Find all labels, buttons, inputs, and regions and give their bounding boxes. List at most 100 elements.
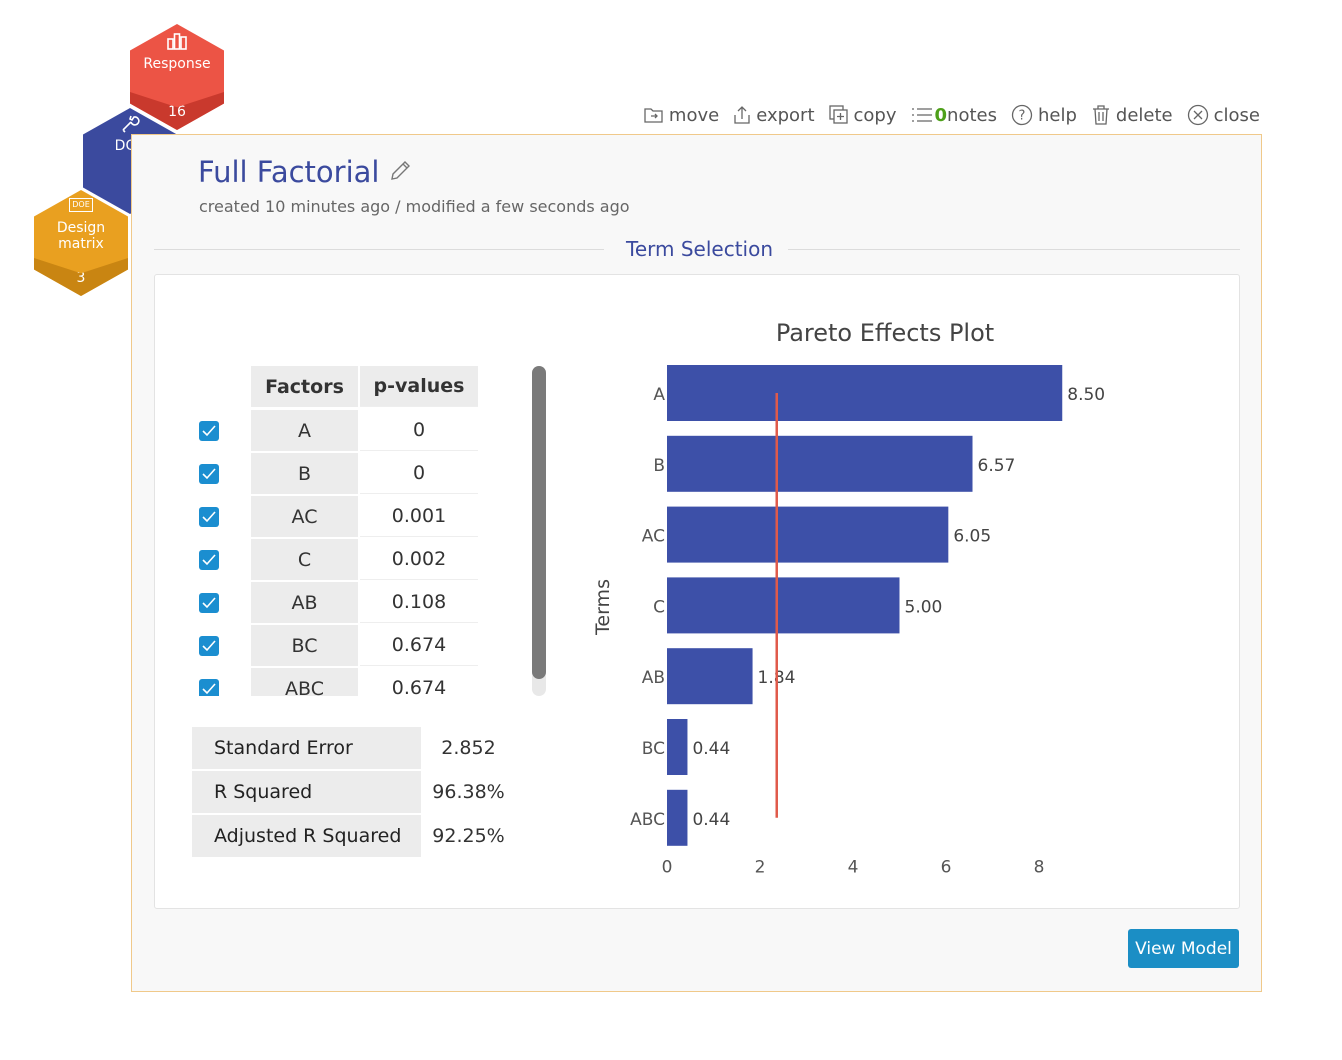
category-label: B: [653, 456, 665, 476]
row-checkbox[interactable]: [199, 636, 219, 656]
table-scrollbar[interactable]: [532, 366, 546, 696]
factor-cell: B: [251, 453, 358, 494]
move-button[interactable]: move: [644, 104, 719, 126]
category-label: BC: [642, 739, 665, 759]
bar-chart-icon: [130, 32, 224, 50]
pvalue-cell: 0.108: [360, 582, 478, 623]
move-label: move: [668, 104, 720, 126]
bar: [667, 648, 753, 705]
x-tick-label: 2: [755, 858, 766, 878]
divider-left: [154, 249, 604, 250]
factor-cell: BC: [251, 625, 358, 666]
design-matrix-node[interactable]: DOE Design matrix 3: [34, 190, 128, 296]
toolbar: move export copy 0notes ? help delete cl…: [644, 104, 1260, 126]
y-axis-label: Terms: [592, 579, 614, 636]
x-tick-label: 8: [1034, 858, 1045, 878]
response-label: Response: [143, 56, 211, 72]
category-label: C: [653, 597, 665, 617]
table-row: AC 0.001: [193, 496, 483, 539]
wrench-icon: [83, 114, 177, 134]
pvalue-cell: 0.001: [360, 496, 478, 537]
row-checkbox[interactable]: [199, 550, 219, 570]
pareto-chart: Pareto Effects Plot Terms A 8.50 B 6.57 AC 6.05…: [592, 319, 1105, 878]
stat-row-adjusted-r-squared: Adjusted R Squared 92.25%: [192, 815, 512, 857]
table-row: AB 0.108: [193, 582, 483, 625]
row-checkbox[interactable]: [199, 679, 219, 696]
list-icon: [911, 107, 933, 123]
stat-label: Adjusted R Squared: [192, 815, 421, 857]
bar: [667, 506, 949, 563]
response-node[interactable]: Response 16: [130, 24, 224, 130]
x-tick-label: 0: [662, 858, 673, 878]
table-row: B 0: [193, 453, 483, 496]
page-title: Full Factorial: [198, 155, 413, 189]
header-factors: Factors: [251, 366, 358, 407]
section-title: Term Selection: [626, 237, 774, 261]
stat-label: R Squared: [192, 771, 421, 813]
notes-label: notes: [947, 104, 997, 126]
main-panel: Full Factorial created 10 minutes ago / …: [131, 134, 1262, 992]
design-label-2: matrix: [58, 236, 104, 252]
delete-button[interactable]: delete: [1091, 104, 1173, 126]
scrollbar-thumb[interactable]: [532, 366, 546, 679]
pvalue-cell: 0.674: [360, 668, 478, 696]
row-checkbox[interactable]: [199, 507, 219, 527]
factors-table: Factors p-values A 0 B 0 AC 0.001 C: [193, 366, 483, 696]
data-label: 8.50: [1067, 385, 1105, 405]
table-header: Factors p-values: [193, 366, 483, 409]
divider-right: [788, 249, 1240, 250]
delete-label: delete: [1115, 104, 1173, 126]
help-button[interactable]: ? help: [1011, 104, 1077, 126]
row-checkbox[interactable]: [199, 421, 219, 441]
pvalue-cell: 0.002: [360, 539, 478, 580]
data-label: 5.00: [905, 597, 943, 617]
pvalue-cell: 0: [360, 453, 478, 494]
doe-icon: DOE: [34, 198, 128, 212]
factor-cell: AB: [251, 582, 358, 623]
copy-icon: [828, 105, 849, 125]
copy-button[interactable]: copy: [828, 104, 897, 126]
stat-value: 92.25%: [432, 825, 505, 847]
export-label: export: [756, 104, 815, 126]
pencil-icon[interactable]: [389, 155, 413, 189]
svg-text:?: ?: [1019, 109, 1026, 124]
chart-title: Pareto Effects Plot: [776, 319, 994, 347]
move-icon: [644, 106, 664, 124]
category-label: AC: [642, 527, 665, 547]
table-row: A 0: [193, 410, 483, 453]
factor-cell: A: [251, 410, 358, 451]
bar: [667, 789, 688, 846]
bar: [667, 365, 1063, 421]
category-label: AB: [642, 668, 665, 688]
close-icon: [1187, 104, 1209, 126]
data-label: 6.05: [953, 527, 991, 547]
data-label: 0.44: [692, 739, 730, 759]
factor-cell: AC: [251, 496, 358, 537]
notes-button[interactable]: 0notes: [911, 104, 997, 126]
timestamps: created 10 minutes ago / modified a few …: [199, 197, 630, 216]
notes-count: 0: [934, 104, 948, 126]
data-label: 6.57: [978, 456, 1016, 476]
header-pvalues: p-values: [360, 366, 478, 407]
stat-label: Standard Error: [192, 727, 421, 769]
copy-label: copy: [853, 104, 897, 126]
x-tick-label: 6: [941, 858, 952, 878]
stat-row-standard-error: Standard Error 2.852: [192, 727, 512, 769]
factor-cell: C: [251, 539, 358, 580]
design-label-1: Design: [56, 220, 106, 236]
export-button[interactable]: export: [733, 104, 815, 126]
help-icon: ?: [1011, 104, 1033, 126]
bar: [667, 435, 973, 492]
design-badge: 3: [34, 258, 128, 296]
view-model-button[interactable]: View Model: [1128, 929, 1239, 968]
row-checkbox[interactable]: [199, 464, 219, 484]
stat-value: 2.852: [441, 737, 496, 759]
category-label: A: [653, 385, 665, 405]
pvalue-cell: 0: [360, 410, 478, 451]
close-button[interactable]: close: [1187, 104, 1260, 126]
pvalue-cell: 0.674: [360, 625, 478, 666]
close-label: close: [1213, 104, 1260, 126]
row-checkbox[interactable]: [199, 593, 219, 613]
trash-icon: [1091, 104, 1111, 126]
table-row: ABC 0.674: [193, 668, 483, 696]
